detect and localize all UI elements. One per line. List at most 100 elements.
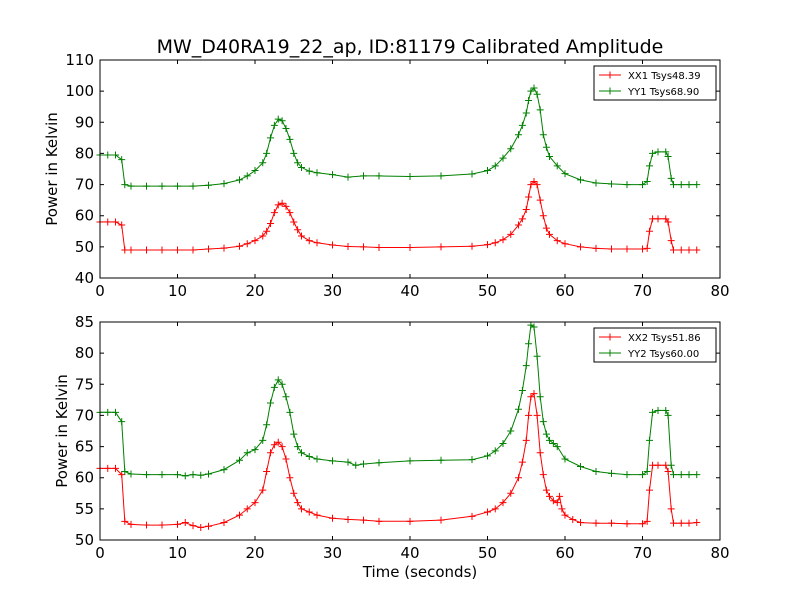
data-point [259,232,267,240]
data-point [484,508,491,516]
data-point [522,109,530,117]
data-point [236,456,243,464]
x-tick-label: 0 [95,282,105,300]
data-point [118,418,126,426]
data-point [118,471,126,479]
data-point [654,461,662,469]
data-point [298,232,305,240]
data-point [677,246,685,254]
data-point [205,522,212,530]
data-point [507,230,515,238]
series-line-0-1 [100,87,697,187]
data-point [344,243,352,251]
data-point [693,246,701,254]
data-point [608,180,615,188]
data-point [491,162,499,170]
legend-marker [606,333,614,341]
data-point [645,162,653,170]
data-point [282,125,290,133]
data-point [664,467,672,475]
data-point [491,239,499,247]
data-point [515,221,522,229]
data-point [553,499,561,507]
data-point [118,221,126,229]
y-tick-label: 50 [75,531,94,549]
data-point [561,170,569,178]
data-point [536,106,544,114]
data-point [664,411,672,419]
data-point [499,499,507,507]
data-point [282,393,290,401]
data-point [352,461,360,469]
data-point [670,181,677,189]
data-point [507,145,515,153]
data-point [360,243,367,251]
data-point [662,406,670,414]
data-point [685,519,693,527]
data-point [158,471,166,479]
data-point [270,383,278,391]
legend-label: XX2 Tsys51.86 [628,333,701,344]
data-point [533,181,541,189]
y-tick-label: 75 [75,375,94,393]
data-point [623,471,631,479]
data-point [263,421,271,429]
data-point [329,171,336,179]
data-point [522,362,530,370]
data-point [645,486,653,494]
y-tick-label: 110 [65,51,94,69]
x-tick-label: 50 [478,282,497,300]
data-point [243,240,251,248]
data-point [112,151,119,159]
data-point [112,464,119,472]
data-point [608,519,615,527]
data-point [305,167,313,175]
data-point [298,505,305,513]
x-axis-label: Time (seconds) [362,563,478,581]
data-point [693,471,701,479]
data-point [527,393,535,401]
data-point [670,471,677,479]
data-point [298,449,305,457]
data-point [484,241,491,249]
data-point [406,172,414,180]
series-markers-1-0 [96,390,701,532]
data-point [525,96,533,104]
data-point [667,237,675,245]
data-point [670,246,677,254]
data-point [527,181,535,189]
data-point [556,492,564,500]
data-point [344,173,352,181]
y-tick-label: 100 [65,82,94,100]
data-point [375,517,383,525]
data-point [267,399,274,407]
legend-box [593,327,717,363]
data-point [525,340,533,348]
data-point [282,455,290,463]
data-point [118,156,126,164]
data-point [623,245,631,253]
data-point [645,227,653,235]
x-tick-label: 50 [478,544,497,562]
data-point [127,470,135,478]
data-point [220,519,228,527]
data-point [518,215,526,223]
data-point [592,467,600,475]
data-point [639,471,646,479]
data-point [553,162,561,170]
data-point [539,471,547,479]
data-point [577,463,584,471]
data-point [533,411,541,419]
data-point [278,380,286,388]
legend-label: YY1 Tsys68.90 [627,87,699,98]
data-point [654,148,662,156]
chart-title: MW_D40RA19_22_ap, ID:81179 Calibrated Am… [157,36,664,58]
data-point [542,143,550,151]
data-point [577,243,584,251]
data-point [220,244,228,252]
y-tick-label: 90 [75,113,94,131]
data-point [313,455,321,463]
legend: XX2 Tsys51.86 YY2 Tsys60.00 [593,327,717,363]
x-tick-label: 80 [710,282,729,300]
data-point [546,153,553,161]
